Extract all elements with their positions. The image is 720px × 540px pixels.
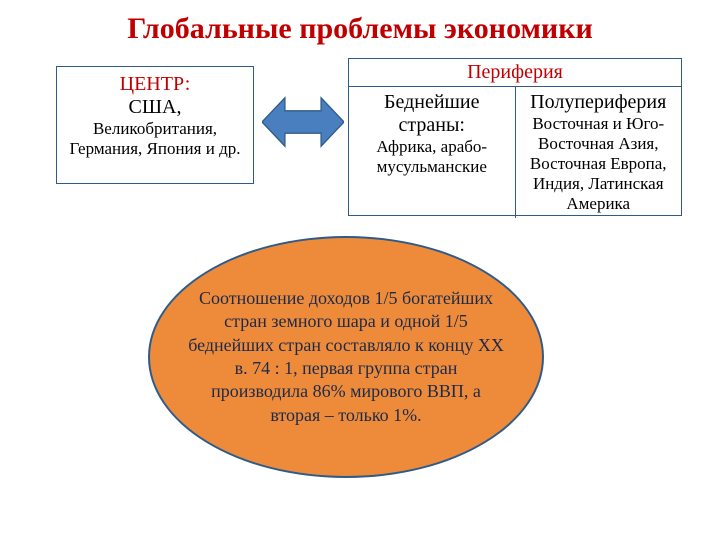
arrow-polygon	[262, 98, 344, 147]
center-box-heading: ЦЕНТР:	[61, 73, 249, 96]
periphery-col2-line1: Полупериферия	[522, 91, 676, 114]
periphery-header: Периферия	[349, 59, 681, 87]
ellipse-text: Соотношение доходов 1/5 богатейших стран…	[186, 287, 506, 427]
ellipse-callout: Соотношение доходов 1/5 богатейших стран…	[148, 236, 544, 478]
periphery-col-2: Полупериферия Восточная и Юго-Восточная …	[516, 87, 682, 218]
periphery-columns: Беднейшие страны: Африка, арабо-мусульма…	[349, 87, 681, 218]
periphery-col-1: Беднейшие страны: Африка, арабо-мусульма…	[349, 87, 516, 218]
periphery-col2-line2: Восточная и Юго-Восточная Азия, Восточна…	[522, 114, 676, 214]
center-box-line3: Великобритания, Германия, Япония и др.	[61, 119, 249, 159]
double-arrow-icon	[262, 94, 344, 150]
periphery-col1-line2: Африка, арабо-мусульманские	[355, 137, 509, 177]
center-box-line2: США,	[61, 96, 249, 119]
periphery-box: Периферия Беднейшие страны: Африка, араб…	[348, 58, 682, 216]
page-title: Глобальные проблемы экономики	[0, 0, 720, 46]
center-box: ЦЕНТР: США, Великобритания, Германия, Яп…	[56, 66, 254, 184]
ellipse-shape: Соотношение доходов 1/5 богатейших стран…	[148, 236, 544, 478]
periphery-col1-line1: Беднейшие страны:	[355, 91, 509, 137]
